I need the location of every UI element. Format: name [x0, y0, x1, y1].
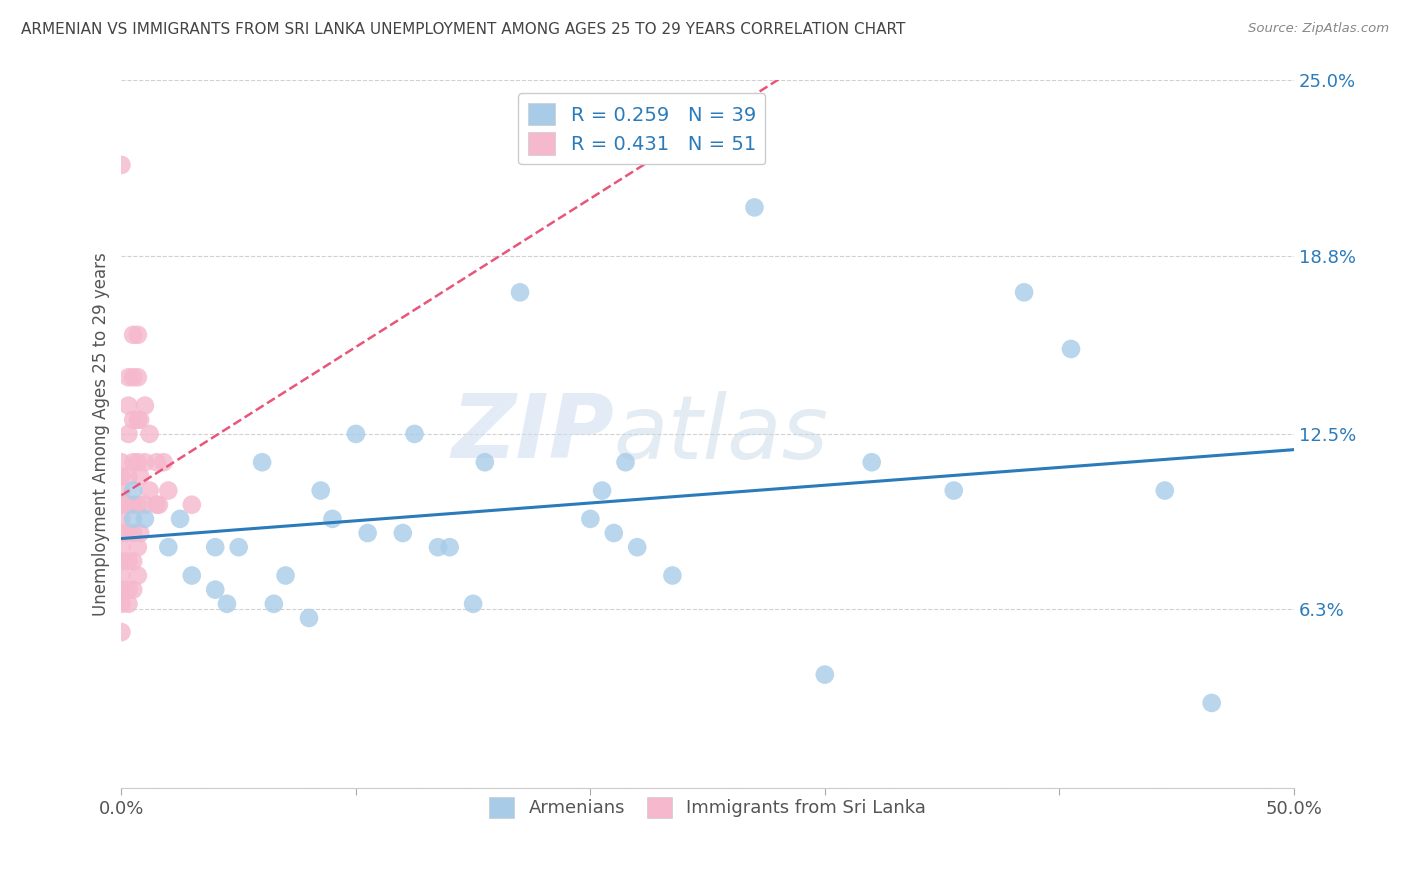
Point [145, 498, 167, 512]
Point [591, 483, 613, 498]
Point [298, 611, 321, 625]
Point [138, 483, 160, 498]
Point [661, 568, 683, 582]
Y-axis label: Unemployment Among Ages 25 to 29 years: Unemployment Among Ages 25 to 29 years [93, 252, 110, 615]
Point [215, 597, 238, 611]
Point [744, 201, 766, 215]
Point [122, 512, 145, 526]
Point [127, 413, 149, 427]
Point [129, 469, 152, 483]
Point [152, 455, 174, 469]
Point [122, 327, 145, 342]
Point [129, 526, 152, 541]
Point [145, 455, 167, 469]
Point [474, 455, 496, 469]
Point [1153, 483, 1175, 498]
Point [117, 399, 139, 413]
Point [1012, 285, 1035, 300]
Point [129, 413, 152, 427]
Legend: Armenians, Immigrants from Sri Lanka: Armenians, Immigrants from Sri Lanka [482, 789, 934, 825]
Point [117, 554, 139, 568]
Point [274, 568, 297, 582]
Point [134, 512, 156, 526]
Point [439, 540, 461, 554]
Point [860, 455, 883, 469]
Point [117, 582, 139, 597]
Point [180, 498, 202, 512]
Point [180, 568, 202, 582]
Point [117, 469, 139, 483]
Text: ARMENIAN VS IMMIGRANTS FROM SRI LANKA UNEMPLOYMENT AMONG AGES 25 TO 29 YEARS COR: ARMENIAN VS IMMIGRANTS FROM SRI LANKA UN… [21, 22, 905, 37]
Point [614, 455, 637, 469]
Point [122, 455, 145, 469]
Point [110, 554, 132, 568]
Point [110, 582, 132, 597]
Point [122, 498, 145, 512]
Point [110, 498, 132, 512]
Point [117, 597, 139, 611]
Point [509, 285, 531, 300]
Point [127, 370, 149, 384]
Point [1201, 696, 1223, 710]
Point [626, 540, 648, 554]
Point [309, 483, 332, 498]
Point [134, 399, 156, 413]
Text: atlas: atlas [614, 391, 828, 477]
Point [169, 512, 191, 526]
Point [148, 498, 170, 512]
Point [127, 327, 149, 342]
Point [391, 526, 413, 541]
Point [110, 568, 132, 582]
Point [942, 483, 965, 498]
Point [127, 455, 149, 469]
Point [1060, 342, 1083, 356]
Point [579, 512, 602, 526]
Point [127, 540, 149, 554]
Point [263, 597, 285, 611]
Point [204, 540, 226, 554]
Point [117, 426, 139, 441]
Point [321, 512, 343, 526]
Point [134, 498, 156, 512]
Point [117, 370, 139, 384]
Point [117, 498, 139, 512]
Point [110, 512, 132, 526]
Point [603, 526, 626, 541]
Point [122, 554, 145, 568]
Point [110, 469, 132, 483]
Point [122, 526, 145, 541]
Point [110, 540, 132, 554]
Text: ZIP: ZIP [451, 391, 614, 477]
Point [463, 597, 485, 611]
Point [228, 540, 250, 554]
Point [117, 526, 139, 541]
Point [110, 455, 132, 469]
Point [122, 413, 145, 427]
Point [122, 582, 145, 597]
Point [356, 526, 378, 541]
Point [344, 426, 367, 441]
Point [814, 667, 837, 681]
Point [122, 370, 145, 384]
Point [122, 483, 145, 498]
Point [110, 158, 132, 172]
Point [426, 540, 449, 554]
Point [127, 568, 149, 582]
Point [110, 597, 132, 611]
Point [157, 540, 180, 554]
Point [110, 625, 132, 640]
Point [110, 526, 132, 541]
Point [404, 426, 426, 441]
Text: Source: ZipAtlas.com: Source: ZipAtlas.com [1249, 22, 1389, 36]
Point [110, 483, 132, 498]
Point [138, 426, 160, 441]
Point [134, 455, 156, 469]
Point [204, 582, 226, 597]
Point [157, 483, 180, 498]
Point [250, 455, 273, 469]
Point [127, 498, 149, 512]
